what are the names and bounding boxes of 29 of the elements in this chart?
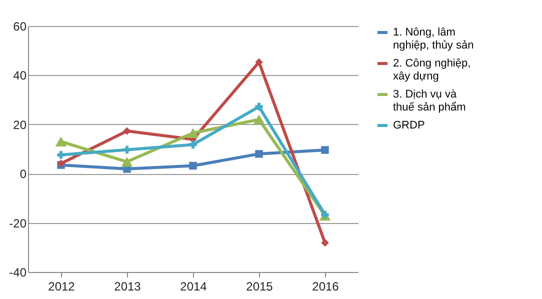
x-tick-label: 2016	[312, 280, 340, 294]
y-tick-label: 40	[13, 68, 27, 83]
point	[321, 146, 329, 154]
y-tick-label: -20	[9, 216, 27, 230]
x-tick-label: 2015	[246, 280, 274, 294]
point	[187, 128, 199, 138]
point	[189, 140, 197, 148]
point	[321, 238, 329, 247]
point	[121, 156, 133, 167]
x-tick-label: 2014	[180, 280, 208, 294]
y-tick-label: 60	[13, 20, 27, 34]
legend-label: 1. Nông, lâm nghiệp, thủy sản	[393, 26, 474, 52]
point	[123, 127, 131, 135]
point	[55, 136, 67, 147]
legend-label: 2. Công nghiệp, xây dựng	[393, 58, 471, 82]
y-tick-label: 20	[13, 118, 27, 132]
point	[255, 150, 263, 158]
point	[255, 58, 263, 66]
x-tick-label: 2013	[114, 280, 142, 294]
point	[189, 162, 197, 170]
y-tick-label: 0	[20, 167, 27, 182]
point	[253, 114, 265, 124]
y-tick-label: -40	[9, 266, 27, 280]
point	[255, 102, 263, 111]
point	[123, 146, 131, 154]
legend-label: 3. Dịch vụ và thuế sản phẩm	[393, 88, 466, 114]
legend-label: GRDP	[393, 120, 425, 132]
point	[57, 151, 65, 159]
x-tick-label: 2012	[48, 280, 76, 294]
